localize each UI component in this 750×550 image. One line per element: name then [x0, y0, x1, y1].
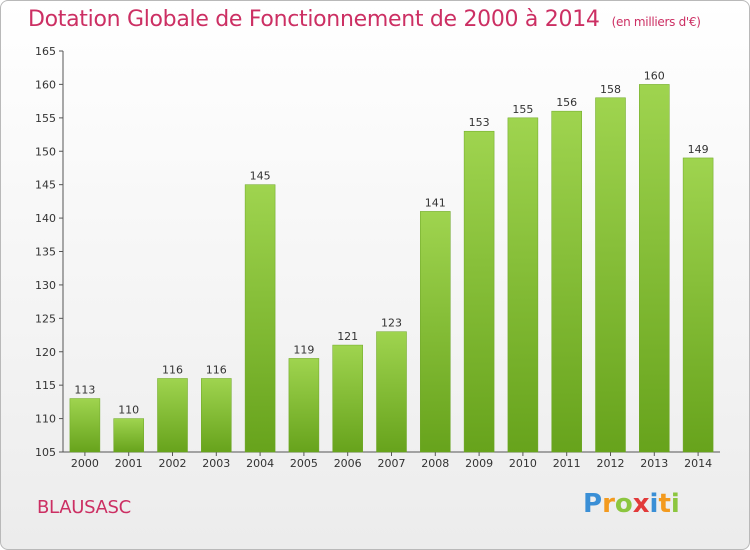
logo-letter: P [583, 489, 603, 519]
bar [551, 110, 582, 453]
bar [113, 418, 144, 453]
bar-value-label: 158 [600, 83, 621, 96]
x-tick-label: 2002 [159, 457, 187, 470]
chart-title-text: Dotation Globale de Fonctionnement de 20… [28, 7, 600, 32]
bar-value-label: 153 [469, 116, 490, 129]
bar-value-label: 116 [206, 363, 227, 376]
bar-value-label: 141 [425, 196, 446, 209]
y-tick-label: 135 [35, 246, 56, 259]
bar-value-label: 121 [337, 330, 358, 343]
bar [639, 84, 670, 453]
bar-value-label: 160 [644, 69, 665, 82]
x-tick-label: 2003 [202, 457, 230, 470]
bar-value-label: 155 [512, 103, 533, 116]
chart-title: Dotation Globale de Fonctionnement de 20… [28, 7, 701, 32]
x-tick-label: 2011 [553, 457, 581, 470]
logo-letter: o [614, 489, 633, 519]
y-tick-label: 130 [35, 279, 56, 292]
bar [201, 378, 232, 453]
bar-value-label: 149 [688, 143, 709, 156]
commune-name: BLAUSASC [37, 497, 131, 518]
x-tick-label: 2000 [71, 457, 99, 470]
x-tick-label: 2008 [421, 457, 449, 470]
bar-value-label: 113 [74, 384, 95, 397]
bar-value-label: 156 [556, 96, 577, 109]
x-tick-label: 2001 [115, 457, 143, 470]
x-tick-label: 2014 [684, 457, 712, 470]
y-tick-label: 160 [35, 78, 56, 91]
bar-value-label: 145 [250, 170, 271, 183]
y-tick-label: 105 [35, 446, 56, 459]
logo-letter: i [649, 489, 659, 519]
bar [463, 130, 495, 453]
x-tick-label: 2012 [597, 457, 625, 470]
y-tick-label: 150 [35, 145, 56, 158]
bar [157, 378, 188, 453]
bar [420, 211, 451, 453]
bar-value-label: 119 [293, 343, 314, 356]
chart-subtitle: (en milliers d'€) [611, 15, 701, 29]
bar-value-label: 123 [381, 317, 402, 330]
bar-value-label: 116 [162, 363, 183, 376]
logo-letter: r [602, 489, 615, 519]
y-tick-label: 120 [35, 346, 56, 359]
x-tick-label: 2010 [509, 457, 537, 470]
x-tick-label: 2007 [378, 457, 406, 470]
logo-letter: t [658, 489, 671, 519]
bar [376, 331, 407, 453]
x-tick-label: 2004 [246, 457, 274, 470]
x-tick-label: 2009 [465, 457, 493, 470]
y-tick-label: 115 [35, 379, 56, 392]
logo-letter: i [670, 489, 680, 519]
bar [682, 157, 714, 453]
axes: 105 110 115 120 125 130 135 140 145 150 155 160 165 2… [35, 45, 720, 470]
bar [332, 344, 363, 453]
x-tick-label: 2006 [334, 457, 362, 470]
bar [595, 97, 626, 453]
bar [244, 184, 276, 453]
bar [69, 398, 101, 453]
y-tick-label: 125 [35, 312, 56, 325]
logo-letter: x [632, 489, 650, 519]
bar-value-label: 110 [118, 404, 139, 417]
x-tick-label: 2013 [640, 457, 668, 470]
y-tick-label: 140 [35, 212, 56, 225]
y-tick-label: 110 [35, 413, 56, 426]
y-tick-label: 155 [35, 112, 56, 125]
y-tick-label: 165 [35, 45, 56, 58]
bar [288, 358, 320, 453]
bars: 113 110 116 116 145 119 121 123 141 153 155 156 158 1… [69, 69, 714, 453]
bar [507, 117, 539, 453]
proxiti-logo[interactable]: Proxiti [583, 489, 680, 519]
x-tick-label: 2005 [290, 457, 318, 470]
y-tick-label: 145 [35, 179, 56, 192]
